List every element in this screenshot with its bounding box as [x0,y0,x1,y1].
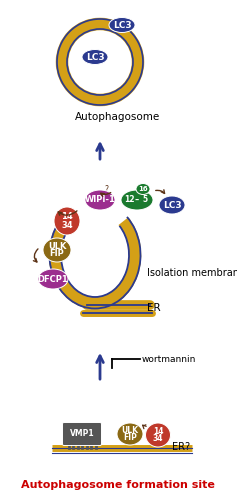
Text: ULK: ULK [48,242,66,250]
Ellipse shape [38,269,68,289]
Text: LC3: LC3 [113,20,131,30]
Text: 12: 12 [124,196,134,204]
Ellipse shape [117,423,143,445]
Ellipse shape [146,423,170,447]
Ellipse shape [121,190,153,210]
Text: –: – [135,196,139,204]
Text: FIP: FIP [50,250,64,258]
Text: WIPI-1: WIPI-1 [85,196,115,204]
Text: DFCP1: DFCP1 [38,274,68,283]
Text: Autophagosome formation site: Autophagosome formation site [21,480,215,490]
Text: wortmannin: wortmannin [142,354,196,364]
Text: 14: 14 [153,426,163,436]
Ellipse shape [82,50,108,64]
Text: VMP1: VMP1 [70,428,94,438]
Text: FIP: FIP [123,433,137,442]
Ellipse shape [85,190,115,210]
Text: 34: 34 [153,434,163,444]
Text: ER?: ER? [172,442,190,452]
Ellipse shape [54,207,80,235]
Text: 16: 16 [138,186,148,192]
Text: ER: ER [147,303,161,313]
Text: LC3: LC3 [86,52,104,62]
Ellipse shape [136,184,150,194]
Text: ?: ? [104,184,108,194]
Text: 14: 14 [61,212,73,221]
Ellipse shape [43,238,71,262]
Text: Isolation membrane: Isolation membrane [147,268,237,278]
Text: ULK: ULK [122,426,138,435]
Text: Autophagosome: Autophagosome [75,112,161,122]
Text: 5: 5 [142,196,148,204]
Ellipse shape [159,196,185,214]
Ellipse shape [109,18,135,32]
FancyBboxPatch shape [63,422,101,446]
Text: LC3: LC3 [163,200,181,209]
Text: 34: 34 [61,221,73,230]
